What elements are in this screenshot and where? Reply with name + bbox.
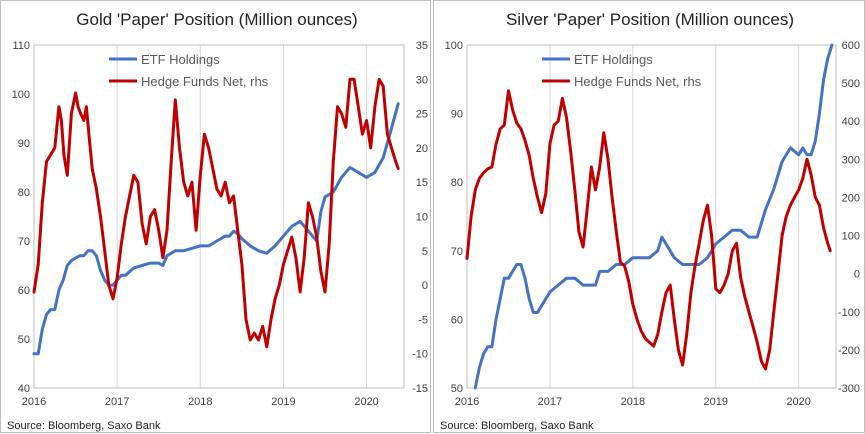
y-left-tick-label: 90 <box>18 138 30 150</box>
x-tick-label: 2018 <box>621 396 645 408</box>
y-right-tick-label: 20 <box>416 143 428 155</box>
x-tick-label: 2018 <box>188 396 212 408</box>
source-note: Source: Bloomberg, Saxo Bank <box>440 420 594 432</box>
y-left-tick-label: 40 <box>18 383 30 395</box>
y-left-tick-label: 70 <box>451 246 463 258</box>
x-tick-label: 2017 <box>105 396 129 408</box>
y-right-tick-label: -15 <box>412 383 428 395</box>
x-tick-label: 2016 <box>455 396 479 408</box>
x-tick-label: 2016 <box>22 396 46 408</box>
y-right-tick-label: 400 <box>842 116 860 128</box>
legend-label: Hedge Funds Net, rhs <box>141 74 269 89</box>
y-left-tick-label: 80 <box>18 187 30 199</box>
y-right-tick-label: 0 <box>854 269 860 281</box>
series-line-hedge-funds-net <box>32 77 400 349</box>
series-line-hedge-funds-net <box>465 89 832 371</box>
y-right-tick-label: -10 <box>412 349 428 361</box>
y-right-tick-label: 500 <box>842 78 860 90</box>
y-left-tick-label: 60 <box>451 314 463 326</box>
y-right-tick-label: 25 <box>416 109 428 121</box>
plot-area <box>466 44 837 389</box>
y-right-tick-label: 15 <box>416 177 428 189</box>
y-right-tick-label: 5 <box>422 246 428 258</box>
y-left-tick-label: 50 <box>18 334 30 346</box>
y-right-tick-label: 35 <box>416 40 428 52</box>
silver-chart-panel: Silver 'Paper' Position (Million ounces)… <box>433 0 865 433</box>
gold-chart-svg: Gold 'Paper' Position (Million ounces) 20… <box>7 10 428 432</box>
y-left-tick-label: 50 <box>451 383 463 395</box>
legend-label: ETF Holdings <box>574 52 653 67</box>
y-right-tick-label: 200 <box>842 192 860 204</box>
y-left-tick-label: 90 <box>451 109 463 121</box>
series-line-etf-holdings <box>32 102 400 356</box>
source-note: Source: Bloomberg, Saxo Bank <box>7 420 161 432</box>
x-tick-label: 2019 <box>271 396 295 408</box>
y-right-tick-label: 300 <box>842 154 860 166</box>
gold-chart-panel: Gold 'Paper' Position (Million ounces) 20… <box>0 0 431 433</box>
x-tick-label: 2019 <box>704 396 728 408</box>
y-left-tick-label: 100 <box>12 89 30 101</box>
x-tick-label: 2020 <box>354 396 378 408</box>
y-left-tick-label: 100 <box>445 40 463 52</box>
y-right-tick-label: 10 <box>416 212 428 224</box>
y-right-tick-label: -100 <box>838 307 860 319</box>
series-line-etf-holdings <box>473 43 834 390</box>
y-left-tick-label: 60 <box>18 285 30 297</box>
x-tick-label: 2020 <box>786 396 810 408</box>
y-right-tick-label: 100 <box>842 231 860 243</box>
y-right-tick-label: 0 <box>422 280 428 292</box>
y-right-tick-label: -300 <box>838 383 860 395</box>
y-left-tick-label: 110 <box>12 40 30 52</box>
plot-area <box>33 44 405 389</box>
y-left-tick-label: 80 <box>451 177 463 189</box>
y-right-tick-label: -200 <box>838 345 860 357</box>
silver-chart-svg: Silver 'Paper' Position (Million ounces)… <box>440 10 860 432</box>
legend-label: Hedge Funds Net, rhs <box>574 74 702 89</box>
legend-label: ETF Holdings <box>141 52 220 67</box>
y-right-tick-label: 30 <box>416 74 428 86</box>
chart-title: Gold 'Paper' Position (Million ounces) <box>76 10 357 29</box>
y-left-tick-label: 70 <box>18 236 30 248</box>
y-right-tick-label: 600 <box>842 40 860 52</box>
chart-title: Silver 'Paper' Position (Million ounces) <box>506 10 794 29</box>
x-tick-label: 2017 <box>538 396 562 408</box>
y-right-tick-label: -5 <box>418 314 428 326</box>
